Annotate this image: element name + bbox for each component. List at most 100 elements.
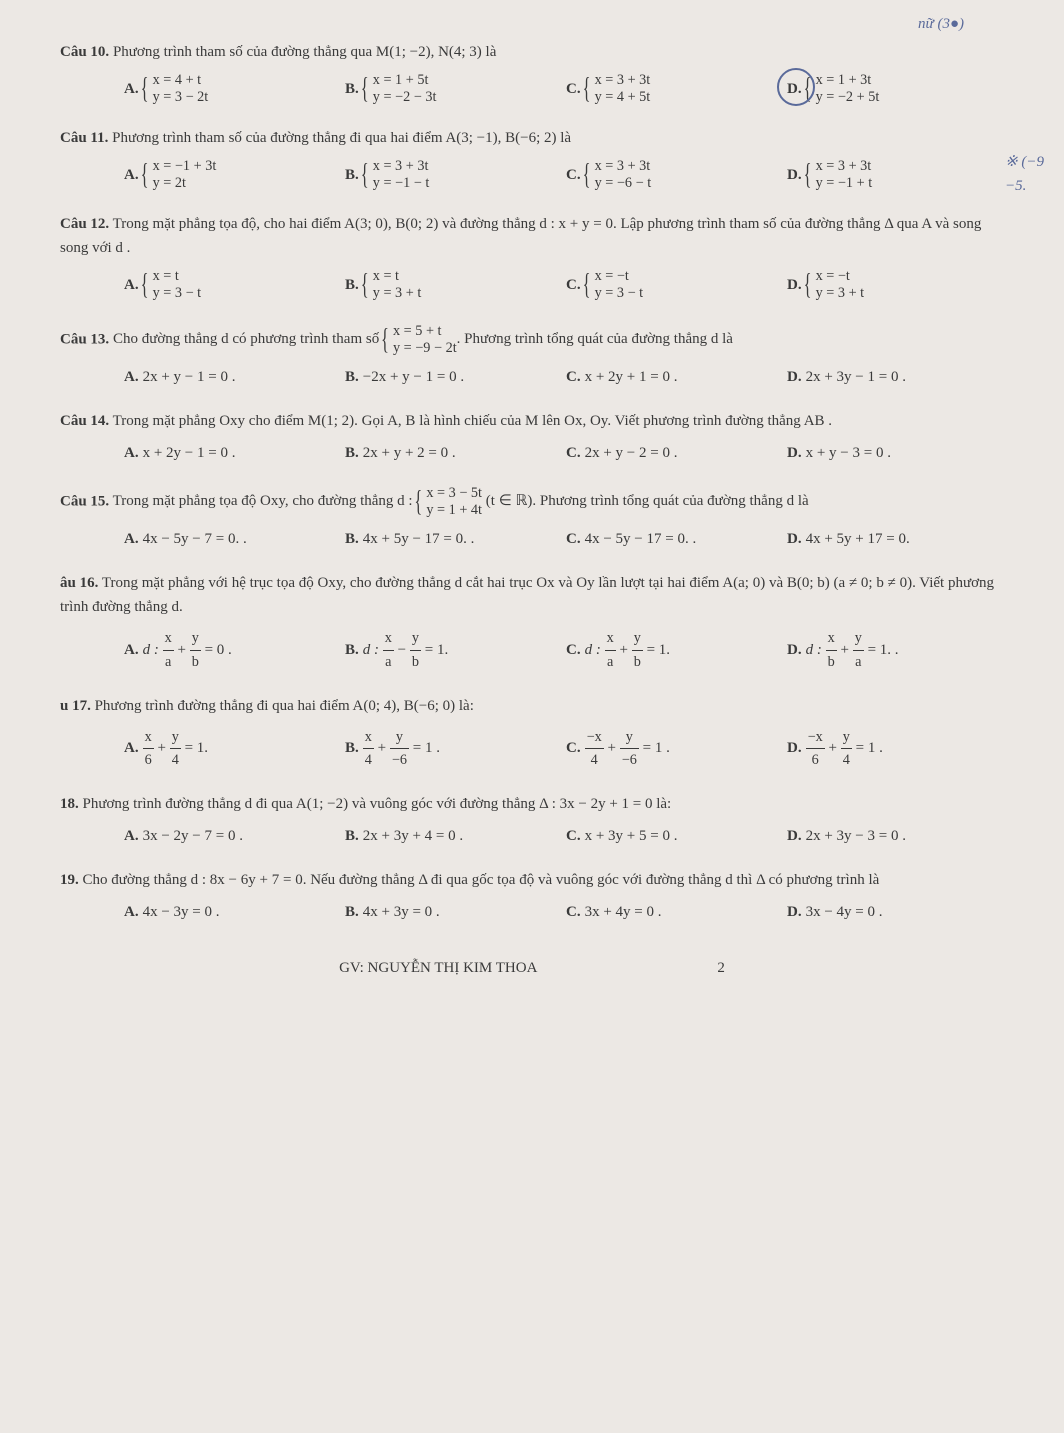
questions-container: Câu 10. Phương trình tham số của đường t… — [60, 40, 1004, 926]
choice-letter: B. — [345, 642, 359, 658]
choice-letter: C. — [566, 904, 581, 920]
footer-author: GV: NGUYỄN THỊ KIM THOA — [339, 956, 537, 980]
choice-A: A.x6 + y4 = 1. — [120, 724, 341, 775]
choice-body: x + 2y + 1 = 0 . — [585, 369, 678, 385]
choice-body: d : xa − yb = 1. — [363, 642, 448, 658]
choice-B: B.2x + y + 2 = 0 . — [341, 439, 562, 467]
choice-letter: D. — [787, 828, 802, 844]
choice-letter: B. — [345, 369, 359, 385]
choices: A.2x + y − 1 = 0 .B.−2x + y − 1 = 0 .C.x… — [60, 363, 1004, 391]
question-text: Phương trình tham số của đường thẳng đi … — [112, 130, 571, 146]
question-q16: âu 16. Trong mặt phẳng với hệ trục tọa đ… — [60, 571, 1004, 676]
choice-D: D.4x + 5y + 17 = 0. — [783, 525, 1004, 553]
choice-D: D.−x6 + y4 = 1 . — [783, 724, 1004, 775]
choice-letter: A. — [124, 277, 139, 293]
choices: A.x + 2y − 1 = 0 . B.2x + y + 2 = 0 .C. 2x… — [60, 439, 1004, 467]
choice-letter: B. — [345, 828, 359, 844]
choice-letter: B. — [345, 445, 359, 461]
question-q19: 19. Cho đường thẳng d : 8x − 6y + 7 = 0.… — [60, 868, 1004, 926]
choice-C: C.x + 3y + 5 = 0 . — [562, 822, 783, 850]
choice-body: −x6 + y4 = 1 . — [806, 740, 883, 756]
choice-letter: D. — [787, 167, 802, 183]
choice-letter: B. — [345, 277, 359, 293]
choice-body: −2x + y − 1 = 0 . — [363, 369, 464, 385]
choice-body: x = 3 + 3ty = −1 + t — [806, 167, 873, 183]
choices: A.4x − 5y − 7 = 0. .B.4x + 5y − 17 = 0. … — [60, 525, 1004, 553]
question-label: Câu 10. — [60, 44, 109, 60]
handnote-right: ※ (−9 −5. — [1005, 150, 1044, 198]
choice-letter: D. — [787, 81, 802, 97]
choice-letter: A. — [124, 445, 139, 461]
choice-C: C.x = 3 + 3ty = −6 − t — [562, 156, 783, 194]
choice-body: 2x + y − 1 = 0 . — [143, 369, 236, 385]
choice-letter: B. — [345, 81, 359, 97]
page: nữ (3●) ※ (−9 −5. Câu 10. Phương trình t… — [60, 40, 1004, 980]
choice-body: x = 3 + 3ty = 4 + 5t — [585, 81, 651, 97]
choices: A.x = 4 + ty = 3 − 2tB.x = 1 + 5ty = −2 … — [60, 70, 1004, 108]
choice-body: 4x + 3y = 0 . — [363, 904, 440, 920]
choice-body: x = 1 + 5ty = −2 − 3t — [363, 81, 437, 97]
choice-body: x + y − 3 = 0 . — [806, 445, 891, 461]
choice-B: B.2x + 3y + 4 = 0 . — [341, 822, 562, 850]
question-label: Câu 12. — [60, 216, 109, 232]
choice-A: A.x = ty = 3 − t — [120, 266, 341, 304]
choice-body: 3x − 4y = 0 . — [806, 904, 883, 920]
choice-B: B.x = 3 + 3ty = −1 − t — [341, 156, 562, 194]
choice-body: x = 3 + 3ty = −6 − t — [585, 167, 652, 183]
question-q15: Câu 15. Trong mặt phẳng tọa độ Oxy, cho … — [60, 485, 1004, 553]
choice-letter: A. — [124, 740, 139, 756]
question-q14: Câu 14. Trong mặt phẳng Oxy cho điểm M(1… — [60, 409, 1004, 467]
question-text: Phương trình tham số của đường thẳng qua… — [113, 44, 496, 60]
question-label: Câu 13. — [60, 331, 109, 347]
question-q11: Câu 11. Phương trình tham số của đường t… — [60, 126, 1004, 194]
choice-body: 3x − 2y − 7 = 0 . — [143, 828, 243, 844]
choice-letter: D. — [787, 740, 802, 756]
choice-letter: A. — [124, 369, 139, 385]
choice-letter: C. — [566, 828, 581, 844]
question-q17: u 17. Phương trình đường thẳng đi qua ha… — [60, 694, 1004, 775]
choices: A.4x − 3y = 0 .B.4x + 3y = 0 .C.3x + 4y … — [60, 898, 1004, 926]
page-footer: GV: NGUYỄN THỊ KIM THOA 2 — [60, 956, 1004, 980]
choice-body: 2x + 3y + 4 = 0 . — [363, 828, 463, 844]
choice-letter: A. — [124, 531, 139, 547]
choice-letter: D. — [787, 531, 802, 547]
handnote-top: nữ (3●) — [918, 12, 964, 36]
choice-B: B.−2x + y − 1 = 0 . — [341, 363, 562, 391]
question-text: Trong mặt phẳng tọa độ Oxy, cho đường th… — [113, 493, 809, 509]
choice-B: B.4x + 5y − 17 = 0. . — [341, 525, 562, 553]
question-label: Câu 11. — [60, 130, 108, 146]
choice-D: D.d : xb + ya = 1. . — [783, 625, 1004, 676]
choice-D: D.2x + 3y − 1 = 0 . — [783, 363, 1004, 391]
choice-body: x = ty = 3 − t — [143, 277, 202, 293]
footer-page: 2 — [717, 956, 725, 980]
question-label: Câu 15. — [60, 493, 109, 509]
question-q18: 18. Phương trình đường thẳng d đi qua A(… — [60, 792, 1004, 850]
choice-letter: D. — [787, 369, 802, 385]
choices: A.x6 + y4 = 1.B.x4 + y−6 = 1 .C.−x4 + y−… — [60, 724, 1004, 775]
choice-body: 2x + y + 2 = 0 . — [363, 445, 456, 461]
choice-A: A.4x − 5y − 7 = 0. . — [120, 525, 341, 553]
choice-D: D.x = 1 + 3ty = −2 + 5t — [783, 70, 1004, 108]
choice-letter: C. — [566, 642, 581, 658]
question-text: Trong mặt phẳng Oxy cho điểm M(1; 2). Gọ… — [113, 413, 832, 429]
choice-letter: C. — [566, 277, 581, 293]
choice-C: C.3x + 4y = 0 . — [562, 898, 783, 926]
choice-letter: D. — [787, 277, 802, 293]
choice-D: D.x = 3 + 3ty = −1 + t — [783, 156, 1004, 194]
choice-body: x + 2y − 1 = 0 . — [143, 445, 236, 461]
question-text: Phương trình đường thẳng d đi qua A(1; −… — [83, 796, 672, 812]
choice-letter: C. — [566, 81, 581, 97]
question-text: Trong mặt phẳng với hệ trục tọa độ Oxy, … — [60, 575, 994, 615]
choice-letter: C. — [566, 740, 581, 756]
choice-D: D.x = −ty = 3 + t — [783, 266, 1004, 304]
choice-B: B.x = 1 + 5ty = −2 − 3t — [341, 70, 562, 108]
choice-letter: D. — [787, 642, 802, 658]
choice-letter: B. — [345, 904, 359, 920]
choices: A.x = ty = 3 − tB.x = ty = 3 + tC.x = −t… — [60, 266, 1004, 304]
choice-letter: A. — [124, 167, 139, 183]
choice-A: A.2x + y − 1 = 0 . — [120, 363, 341, 391]
choice-D: D.x + y − 3 = 0 . — [783, 439, 1004, 467]
choice-letter: C. — [566, 445, 581, 461]
choice-body: x = ty = 3 + t — [363, 277, 422, 293]
choice-body: x4 + y−6 = 1 . — [363, 740, 440, 756]
